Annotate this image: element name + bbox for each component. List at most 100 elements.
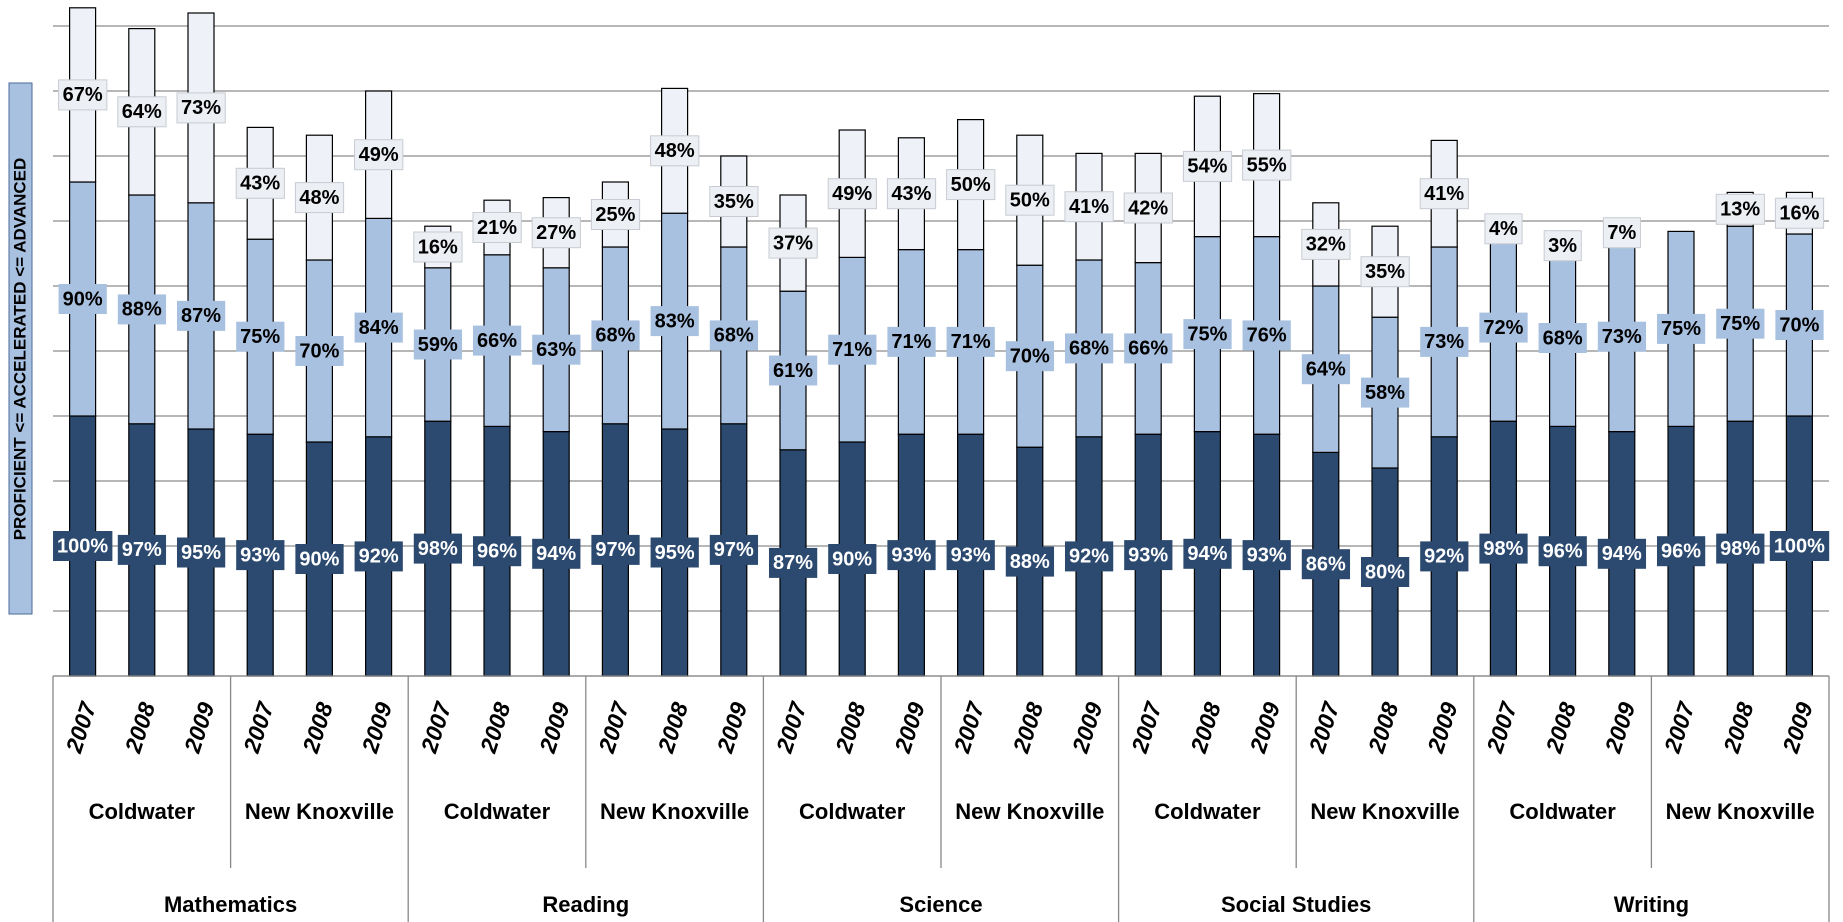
school-label: New Knoxville	[1665, 799, 1815, 824]
subject-label: Reading	[542, 892, 630, 917]
value-label: 75%	[1187, 323, 1227, 345]
value-label: 66%	[477, 330, 517, 352]
value-label-box	[709, 320, 759, 351]
value-label-box	[1538, 323, 1587, 353]
value-label-box	[354, 312, 403, 343]
value-label-box	[650, 537, 699, 568]
value-label-box	[413, 231, 463, 263]
value-label: 83%	[655, 310, 695, 332]
value-label-box	[1124, 540, 1173, 571]
school-label: Coldwater	[1509, 799, 1616, 824]
x-tick-label: 2007	[415, 698, 456, 757]
x-tick-label: 2008	[475, 699, 516, 757]
value-label-box	[1420, 326, 1469, 357]
value-label: 16%	[418, 236, 458, 258]
value-label: 63%	[536, 339, 576, 361]
value-label: 43%	[240, 173, 280, 195]
value-label-box	[236, 540, 285, 571]
value-label-box	[354, 139, 404, 171]
value-label-box	[472, 325, 522, 356]
value-label: 35%	[714, 191, 754, 213]
value-label-box	[1005, 341, 1055, 372]
school-label: New Knoxville	[955, 799, 1105, 824]
value-label-box	[1597, 321, 1647, 352]
value-label: 37%	[773, 232, 813, 254]
value-label-box	[176, 537, 226, 568]
value-label-box	[532, 334, 581, 365]
value-label: 67%	[63, 84, 103, 106]
value-label-box	[1064, 541, 1114, 572]
y-axis-label: PROFICIENT <= ACCELERATED <= ADVANCED	[10, 158, 29, 541]
value-label: 71%	[951, 331, 991, 353]
value-label-box	[295, 336, 344, 366]
value-label-box	[1242, 540, 1291, 571]
value-label-box	[946, 169, 996, 201]
x-tick-label: 2009	[1422, 699, 1463, 757]
value-label: 54%	[1187, 156, 1227, 178]
value-label-box	[236, 321, 285, 352]
value-label-box	[235, 167, 285, 199]
x-tick-label: 2007	[1303, 698, 1344, 757]
value-label: 50%	[951, 174, 991, 196]
value-label: 94%	[1187, 543, 1227, 565]
value-label-box	[294, 182, 345, 214]
value-label-box	[53, 531, 113, 561]
value-label-box	[1123, 192, 1173, 224]
x-tick-label: 2008	[830, 699, 871, 757]
subject-label: Science	[899, 892, 983, 917]
value-label-box	[768, 547, 818, 578]
value-label: 21%	[477, 217, 517, 239]
subject-label: Writing	[1613, 892, 1690, 917]
value-label: 95%	[655, 542, 695, 564]
value-label: 64%	[122, 101, 162, 123]
value-label: 95%	[181, 542, 221, 564]
value-label-box	[886, 178, 937, 210]
value-label-box	[1182, 150, 1233, 182]
x-tick-label: 2009	[534, 699, 575, 757]
value-label: 94%	[1602, 543, 1642, 565]
school-label: New Knoxville	[1310, 799, 1460, 824]
value-label-box	[887, 540, 936, 571]
value-label-box	[176, 92, 226, 124]
value-label: 55%	[1247, 154, 1287, 176]
value-label-box	[946, 326, 995, 357]
value-label: 49%	[359, 144, 399, 166]
value-label: 73%	[1424, 331, 1464, 353]
value-label-box	[1360, 256, 1410, 288]
value-label-box	[1543, 230, 1582, 262]
x-tick-label: 2007	[771, 698, 812, 757]
value-label: 98%	[1720, 538, 1760, 560]
x-tick-label: 2008	[297, 699, 338, 757]
value-label-box	[413, 329, 463, 360]
value-label: 66%	[1128, 338, 1168, 360]
value-label-box	[1301, 549, 1351, 580]
value-label-box	[58, 284, 107, 314]
value-label: 84%	[359, 317, 399, 339]
value-label-box	[1420, 541, 1469, 572]
value-label: 68%	[595, 325, 635, 347]
value-label-box	[1774, 197, 1825, 229]
value-label: 76%	[1247, 325, 1287, 347]
value-label: 42%	[1128, 197, 1168, 219]
value-label: 96%	[1661, 540, 1701, 562]
value-label-box	[828, 334, 877, 365]
value-label: 68%	[714, 325, 754, 347]
value-label: 50%	[1010, 189, 1050, 211]
value-label-box	[1716, 533, 1765, 564]
value-label-box	[295, 544, 344, 574]
value-label: 80%	[1365, 561, 1405, 583]
value-label-box	[1183, 538, 1232, 569]
school-label: New Knoxville	[600, 799, 750, 824]
school-label: Coldwater	[799, 799, 906, 824]
value-label: 92%	[1069, 546, 1109, 568]
x-tick-label: 2007	[1481, 698, 1522, 757]
value-label: 64%	[1306, 358, 1346, 380]
x-tick-label: 2009	[1599, 699, 1640, 757]
value-label: 97%	[122, 539, 162, 561]
value-label-box	[1479, 312, 1528, 343]
x-tick-label: 2009	[889, 699, 930, 757]
value-label: 48%	[655, 140, 695, 162]
value-label-box	[1419, 178, 1469, 210]
value-label: 96%	[477, 540, 517, 562]
